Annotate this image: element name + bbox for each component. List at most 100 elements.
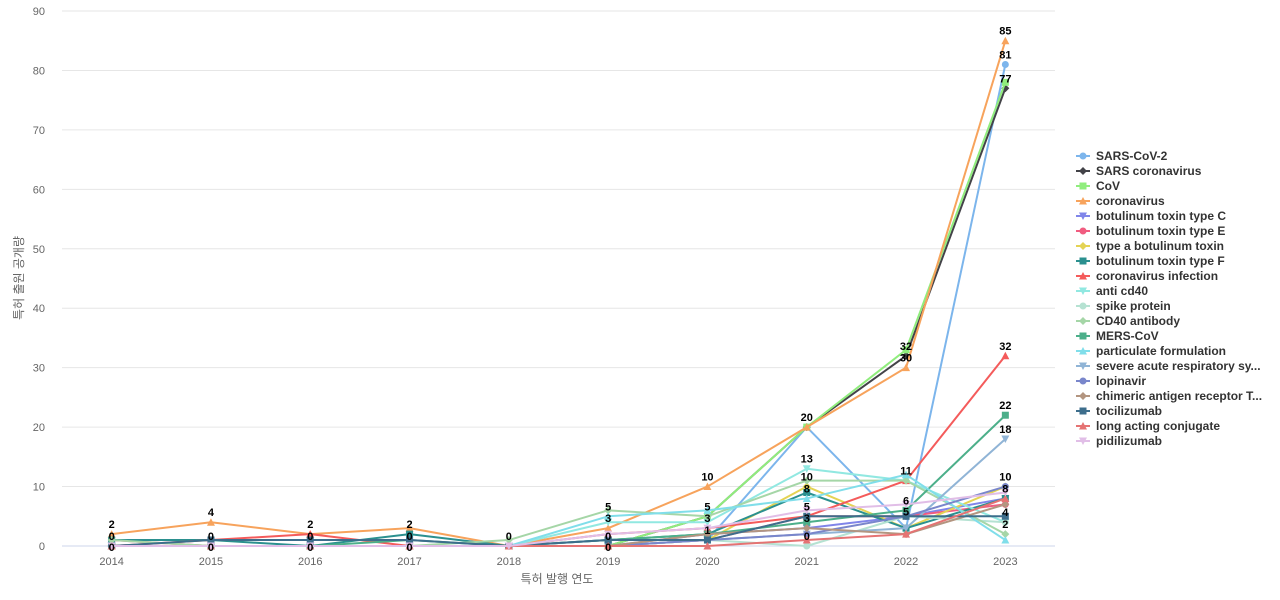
data-point[interactable] (902, 500, 911, 509)
legend-item[interactable]: MERS-CoV (1076, 329, 1159, 343)
data-point[interactable] (1001, 494, 1010, 502)
data-point[interactable] (902, 470, 911, 479)
data-point[interactable] (406, 530, 414, 538)
legend-item[interactable]: botulinum toxin type E (1076, 224, 1225, 238)
legend-item[interactable]: spike protein (1076, 299, 1171, 313)
legend-item[interactable]: anti cd40 (1076, 284, 1148, 298)
data-point[interactable] (802, 465, 811, 473)
series-line[interactable] (111, 64, 1007, 547)
data-point[interactable] (703, 530, 712, 539)
legend-item[interactable]: long acting conjugate (1076, 419, 1220, 433)
legend-label: particulate formulation (1096, 344, 1226, 358)
data-point[interactable] (206, 542, 215, 551)
data-label: 32 (900, 341, 912, 353)
legend-item[interactable]: tocilizumab (1076, 404, 1162, 418)
data-point[interactable] (703, 506, 712, 514)
data-point[interactable] (405, 542, 414, 551)
legend-item[interactable]: coronavirus (1076, 194, 1165, 208)
data-point[interactable] (604, 542, 613, 550)
data-point[interactable] (802, 482, 811, 491)
legend-item[interactable]: botulinum toxin type F (1076, 254, 1225, 268)
data-point[interactable] (207, 536, 215, 544)
data-point[interactable] (1001, 500, 1010, 509)
data-point[interactable] (803, 512, 811, 520)
series-line[interactable] (111, 491, 1006, 547)
data-point[interactable] (107, 536, 116, 545)
data-point[interactable] (703, 524, 712, 533)
y-tick-label: 0 (39, 541, 45, 553)
legend-item[interactable]: CD40 antibody (1076, 314, 1180, 328)
legend-item[interactable]: chimeric antigen receptor T... (1076, 389, 1262, 403)
data-point[interactable] (803, 542, 811, 550)
data-point[interactable] (902, 363, 911, 372)
legend-item[interactable]: particulate formulation (1076, 344, 1226, 358)
data-point[interactable] (703, 518, 712, 527)
data-point[interactable] (902, 476, 911, 485)
data-point[interactable] (1001, 351, 1010, 360)
data-point[interactable] (1001, 36, 1010, 45)
data-point[interactable] (604, 512, 613, 520)
data-point[interactable] (1001, 512, 1009, 520)
data-point[interactable] (802, 476, 811, 485)
series-2 (108, 78, 1009, 550)
data-point[interactable] (703, 482, 712, 491)
data-point[interactable] (803, 518, 811, 526)
series-line[interactable] (111, 40, 1007, 547)
legend-label: SARS coronavirus (1096, 164, 1202, 178)
data-point[interactable] (604, 530, 613, 539)
legend-item[interactable]: severe acute respiratory sy... (1076, 359, 1261, 373)
data-point[interactable] (306, 536, 314, 544)
grid (62, 10, 1055, 547)
legend-item[interactable]: lopinavir (1076, 374, 1146, 388)
data-point[interactable] (504, 536, 513, 545)
data-point[interactable] (107, 530, 116, 538)
legend-item[interactable]: SARS-CoV-2 (1076, 149, 1168, 163)
data-point[interactable] (1001, 489, 1010, 497)
data-point[interactable] (206, 518, 215, 526)
data-point[interactable] (802, 536, 811, 544)
data-point[interactable] (107, 542, 116, 551)
data-point[interactable] (306, 530, 315, 538)
data-point[interactable] (504, 542, 513, 551)
legend-item[interactable]: CoV (1076, 179, 1120, 193)
data-point[interactable] (803, 489, 811, 496)
data-point[interactable] (604, 506, 613, 515)
data-point[interactable] (703, 542, 712, 550)
data-point[interactable] (1001, 435, 1010, 444)
data-point[interactable] (802, 494, 811, 502)
series-line[interactable] (111, 515, 1006, 547)
data-point[interactable] (306, 542, 315, 551)
data-point[interactable] (1001, 536, 1010, 544)
legend-item[interactable]: coronavirus infection (1076, 269, 1218, 283)
data-point[interactable] (604, 518, 613, 527)
data-point[interactable] (1001, 411, 1009, 419)
legend-label: MERS-CoV (1096, 329, 1159, 343)
data-point[interactable] (405, 524, 414, 532)
data-point[interactable] (902, 524, 911, 533)
data-point[interactable] (1001, 518, 1009, 526)
data-point[interactable] (902, 530, 911, 538)
data-point[interactable] (1001, 61, 1009, 68)
data-point[interactable] (703, 512, 712, 521)
legend-item[interactable]: SARS coronavirus (1076, 164, 1202, 178)
data-point[interactable] (803, 530, 811, 538)
data-point[interactable] (802, 506, 811, 515)
data-point[interactable] (1001, 483, 1009, 491)
y-tick-label: 20 (33, 422, 45, 434)
legend-item[interactable]: botulinum toxin type C (1076, 209, 1226, 223)
legend-item[interactable]: type a botulinum toxin (1076, 239, 1224, 253)
data-label: 2 (109, 519, 115, 531)
data-point[interactable] (802, 423, 811, 431)
data-point[interactable] (902, 506, 910, 514)
data-point[interactable] (406, 536, 414, 544)
data-point[interactable] (703, 536, 711, 544)
series-line[interactable] (111, 355, 1007, 547)
legend-item[interactable]: pidilizumab (1076, 434, 1162, 448)
data-point[interactable] (1001, 530, 1010, 539)
data-point[interactable] (604, 536, 612, 544)
data-point[interactable] (604, 524, 613, 532)
data-point[interactable] (902, 346, 910, 354)
data-point[interactable] (802, 524, 811, 533)
data-point[interactable] (1001, 78, 1009, 86)
data-point[interactable] (902, 512, 910, 520)
